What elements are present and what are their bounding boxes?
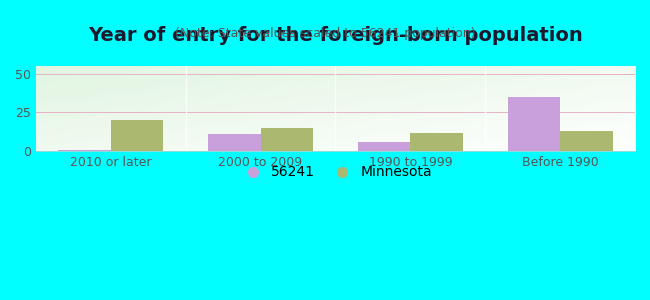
Bar [111, 120, 163, 151]
Bar [58, 149, 110, 151]
Title: Year of entry for the foreign-born population: Year of entry for the foreign-born popul… [88, 26, 583, 45]
Text: (Note: State values scaled to 56241 population): (Note: State values scaled to 56241 popu… [175, 27, 475, 40]
Bar [508, 97, 560, 151]
Bar [560, 131, 612, 151]
Legend: 56241, Minnesota: 56241, Minnesota [233, 160, 437, 185]
Bar [358, 142, 410, 151]
Bar [208, 134, 261, 151]
Bar [261, 128, 313, 151]
Bar [410, 133, 463, 151]
